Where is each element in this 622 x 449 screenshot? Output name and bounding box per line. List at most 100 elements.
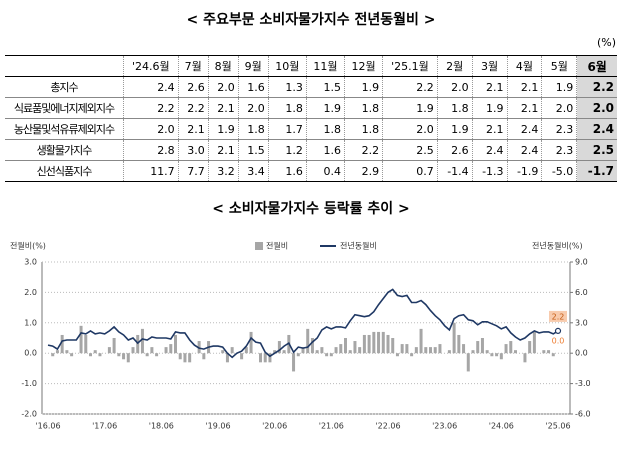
bar bbox=[79, 325, 83, 354]
value-cell: 1.2 bbox=[267, 139, 307, 161]
y-tick-label: -1.0 bbox=[21, 379, 37, 388]
bar bbox=[65, 350, 69, 354]
header-cell: 7월 bbox=[177, 55, 209, 77]
value-cell: 1.8 bbox=[343, 97, 383, 119]
bar bbox=[259, 353, 262, 363]
value-cell: 0.4 bbox=[305, 160, 345, 182]
value-cell: 1.9 bbox=[471, 97, 508, 119]
value-cell: 1.8 bbox=[343, 118, 383, 140]
bar bbox=[145, 353, 149, 357]
bar bbox=[429, 347, 432, 354]
chart-title: < 소비자물가지수 등락률 추이 > bbox=[212, 201, 410, 217]
value-cell: 2.0 bbox=[382, 118, 438, 140]
bar bbox=[367, 334, 371, 354]
table: '24.6월 7월 8월 9월 10월 11월 12월 '25.1월 2월 3월 4월 5월 6월 총지수… bbox=[5, 55, 617, 182]
value-cell: 11.7 bbox=[123, 160, 179, 182]
y2-tick-label: -3.0 bbox=[575, 379, 591, 388]
y2-tick-label: 0.0 bbox=[575, 349, 588, 358]
x-tick-label: '21.06 bbox=[319, 422, 344, 431]
bar bbox=[547, 350, 551, 354]
bar bbox=[405, 344, 409, 354]
annotation: 2.2 bbox=[552, 312, 565, 321]
value-cell: 2.1 bbox=[471, 118, 508, 140]
bar bbox=[325, 353, 329, 357]
x-tick-label: '22.06 bbox=[375, 422, 400, 431]
header-cell: 3월 bbox=[471, 55, 508, 77]
bar bbox=[301, 347, 305, 354]
end-marker bbox=[554, 327, 562, 335]
y-tick-label: 0.0 bbox=[24, 349, 37, 358]
x-tick-label: '23.06 bbox=[432, 422, 457, 431]
bar bbox=[504, 344, 508, 354]
bar bbox=[329, 353, 333, 357]
bar bbox=[438, 344, 442, 354]
row-label: 생활물가지수 bbox=[5, 139, 124, 161]
value-cell: 7.7 bbox=[177, 160, 209, 182]
bar bbox=[320, 347, 324, 354]
header-cell: 5월 bbox=[541, 55, 577, 77]
value-cell: 2.0 bbox=[237, 97, 269, 119]
header-cell: 12월 bbox=[343, 55, 383, 77]
value-cell: 1.9 bbox=[541, 76, 577, 98]
value-cell: 2.9 bbox=[343, 160, 383, 182]
y2-tick-label: 9.0 bbox=[575, 258, 588, 267]
value-cell: 1.6 bbox=[305, 139, 345, 161]
bar bbox=[395, 353, 399, 357]
bar bbox=[457, 334, 461, 354]
bar bbox=[348, 350, 352, 354]
bar bbox=[126, 353, 130, 363]
value-cell: 2.8 bbox=[123, 139, 179, 161]
value-cell: 2.0 bbox=[541, 97, 577, 119]
value-cell: 2.2 bbox=[382, 76, 438, 98]
value-cell: 1.7 bbox=[267, 118, 307, 140]
header-cell: '25.1월 bbox=[382, 55, 438, 77]
value-cell: 1.5 bbox=[305, 76, 345, 98]
header-cell: 10월 bbox=[267, 55, 307, 77]
bar bbox=[495, 353, 499, 357]
bar bbox=[509, 341, 513, 354]
header-cell: 4월 bbox=[506, 55, 542, 77]
bar bbox=[377, 331, 381, 354]
value-cell: 2.0 bbox=[123, 118, 179, 140]
row-label: 총지수 bbox=[5, 76, 124, 98]
value-cell: 3.0 bbox=[177, 139, 209, 161]
value-cell: 2.2 bbox=[576, 76, 617, 98]
value-cell: 1.9 bbox=[305, 97, 345, 119]
value-cell: 2.0 bbox=[576, 97, 617, 119]
value-cell: 1.3 bbox=[267, 76, 307, 98]
y-tick-label: 1.0 bbox=[24, 318, 37, 327]
y2-axis-label: 전년동월비(%) bbox=[532, 241, 583, 251]
table-row: 생활물가지수 2.8 3.0 2.1 1.5 1.2 1.6 2.2 2.5 2.6 2.4 2.4 2… bbox=[5, 139, 617, 161]
value-cell: 2.2 bbox=[123, 97, 179, 119]
bar bbox=[292, 353, 296, 372]
value-cell: 2.1 bbox=[177, 118, 209, 140]
bar bbox=[197, 341, 201, 354]
value-cell: 1.8 bbox=[237, 118, 269, 140]
bar bbox=[523, 353, 527, 363]
value-cell: 2.6 bbox=[436, 139, 473, 161]
header-cell: 6월 bbox=[576, 55, 617, 77]
value-cell: 0.7 bbox=[382, 160, 438, 182]
line bbox=[47, 288, 559, 359]
bar bbox=[480, 338, 484, 354]
bar bbox=[296, 353, 300, 357]
bar bbox=[131, 347, 135, 354]
value-cell: 2.3 bbox=[541, 139, 577, 161]
value-cell: 3.4 bbox=[237, 160, 269, 182]
table-row: 식료품및에너지제외지수 2.2 2.2 2.1 2.0 1.8 1.9 1.8 1.9 1.8 1.… bbox=[5, 97, 617, 119]
value-cell: 2.4 bbox=[471, 139, 508, 161]
bar bbox=[89, 353, 92, 357]
bar bbox=[386, 334, 390, 354]
header-cell: 2월 bbox=[436, 55, 473, 77]
bar bbox=[400, 344, 404, 354]
x-tick-label: '19.06 bbox=[205, 422, 230, 431]
bar bbox=[471, 350, 475, 354]
bar bbox=[306, 328, 310, 354]
bar bbox=[424, 347, 428, 354]
bar bbox=[84, 334, 88, 354]
value-cell: 2.6 bbox=[177, 76, 209, 98]
value-cell: 1.9 bbox=[436, 118, 473, 140]
table-row: '24.6월 7월 8월 9월 10월 11월 12월 '25.1월 2월 3월 4월 5월 6월 bbox=[5, 55, 617, 77]
